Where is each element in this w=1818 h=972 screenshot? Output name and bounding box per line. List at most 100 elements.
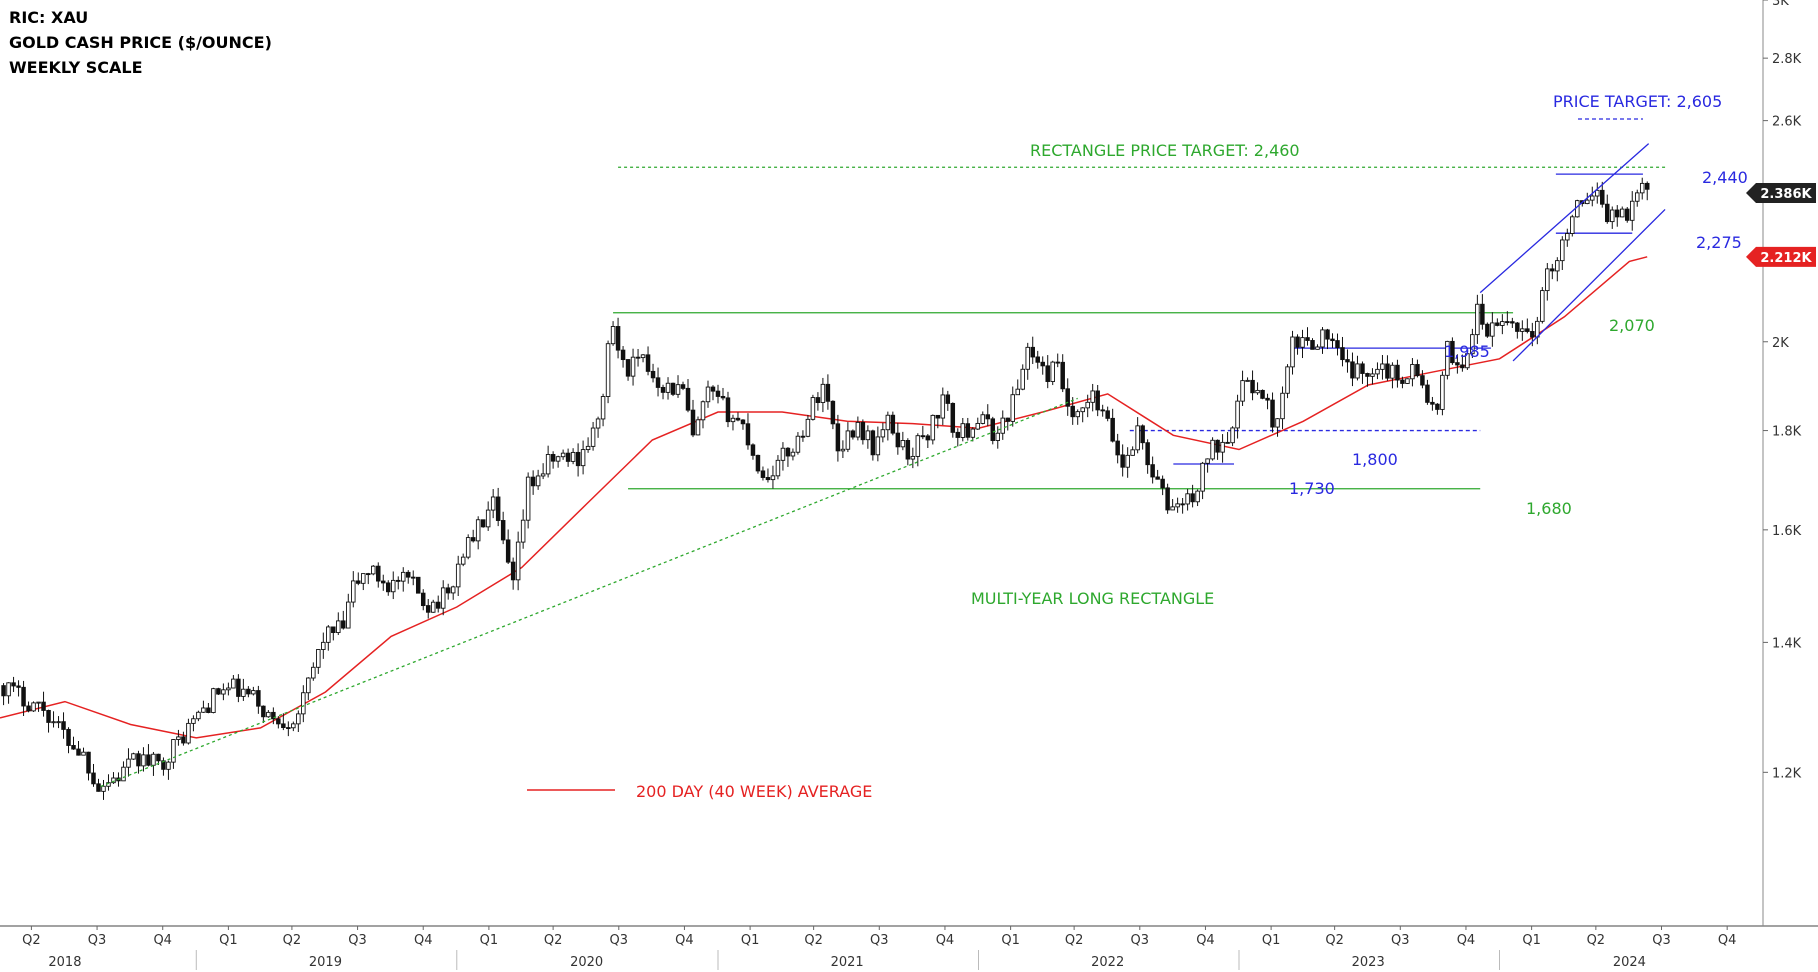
candle-body <box>505 539 511 563</box>
candle <box>106 774 111 791</box>
candle-body <box>61 721 66 730</box>
candle-body <box>361 573 366 584</box>
candle-body <box>570 451 576 462</box>
candle-body <box>930 414 936 441</box>
candle-body <box>1215 439 1220 453</box>
candle-body <box>1445 340 1450 376</box>
candle-body <box>1095 390 1100 411</box>
candle-body <box>955 431 961 438</box>
candle-body <box>1320 329 1325 348</box>
candle-body <box>1105 410 1110 419</box>
candle <box>1030 336 1035 365</box>
candle <box>1270 392 1275 433</box>
candle <box>525 472 531 529</box>
candle <box>1470 328 1475 359</box>
candle <box>1020 364 1025 391</box>
candle-body <box>161 760 166 770</box>
candle-body <box>395 579 401 582</box>
candle-body <box>1275 418 1280 428</box>
candle <box>585 437 591 453</box>
candle <box>1180 497 1185 514</box>
candle-body <box>1025 346 1030 370</box>
candle-body <box>1290 336 1295 368</box>
candle-body <box>560 452 566 458</box>
candle-body <box>670 382 676 395</box>
candle <box>361 573 366 591</box>
candle-body <box>535 475 541 487</box>
candle <box>465 534 471 560</box>
candle <box>381 574 386 591</box>
candle-body <box>1335 340 1340 349</box>
candle <box>56 716 61 729</box>
candle-body <box>540 473 546 477</box>
candle-body <box>1610 209 1615 223</box>
candle-body <box>1460 364 1465 369</box>
candle <box>785 447 791 467</box>
candle-body <box>645 354 651 372</box>
candle-body <box>1300 337 1305 348</box>
candle <box>1520 320 1525 341</box>
candle-body <box>1355 363 1360 379</box>
candle <box>296 710 301 733</box>
candle-body <box>415 576 421 594</box>
candle-body <box>1295 336 1300 348</box>
candle-body <box>206 707 211 713</box>
candle-body <box>381 580 386 584</box>
x-quarter-label: Q1 <box>1262 933 1281 948</box>
candle <box>1370 368 1375 385</box>
candle <box>1250 370 1255 401</box>
candle <box>256 685 261 714</box>
candle-body <box>820 383 826 404</box>
candle-body <box>1410 364 1415 380</box>
candle-body <box>635 356 641 359</box>
level-2440-label: 2,440 <box>1702 168 1748 187</box>
candle-body <box>660 386 666 393</box>
candle-body <box>875 436 881 456</box>
candle <box>1160 475 1165 496</box>
candle <box>1540 287 1545 324</box>
candle-body <box>575 451 581 467</box>
candle <box>386 580 391 596</box>
candle <box>1350 352 1355 387</box>
candle-body <box>1510 321 1515 324</box>
candle <box>326 625 331 651</box>
candle-body <box>236 678 241 697</box>
candle-body <box>1425 384 1430 403</box>
ma-legend-label: 200 DAY (40 WEEK) AVERAGE <box>636 782 872 801</box>
candle <box>870 429 876 461</box>
candle <box>1435 403 1440 415</box>
y-tick-label: 2K <box>1772 336 1789 351</box>
candle <box>1155 469 1160 480</box>
candle <box>1425 379 1430 405</box>
chart-instrument: GOLD CASH PRICE ($/OUNCE) <box>9 33 272 52</box>
candle <box>620 346 626 368</box>
candle-body <box>1185 493 1190 505</box>
candle <box>1395 359 1400 388</box>
rectangle-label: MULTI-YEAR LONG RECTANGLE <box>971 589 1214 608</box>
candle <box>760 466 766 481</box>
y-tick-label: 2.8K <box>1772 52 1802 67</box>
candle-body <box>720 395 726 399</box>
candle <box>790 448 796 461</box>
candle-body <box>1135 425 1140 451</box>
candle-body <box>935 414 941 419</box>
candle-body <box>376 565 381 582</box>
candle <box>510 557 516 590</box>
candle <box>1305 327 1310 346</box>
candle <box>331 626 336 641</box>
candle <box>291 721 296 732</box>
candle <box>251 686 256 696</box>
candle-body <box>1310 340 1315 350</box>
candle-body <box>740 419 746 425</box>
x-quarter-label: Q4 <box>936 933 955 948</box>
candle-body <box>31 702 36 712</box>
candle-body <box>356 580 361 584</box>
candle <box>261 705 266 724</box>
candle <box>86 751 91 781</box>
candle <box>286 721 291 737</box>
candle <box>391 571 396 600</box>
candle-body <box>855 421 861 438</box>
candle <box>1045 355 1050 389</box>
candle <box>1240 370 1245 407</box>
candle-body <box>895 432 901 448</box>
